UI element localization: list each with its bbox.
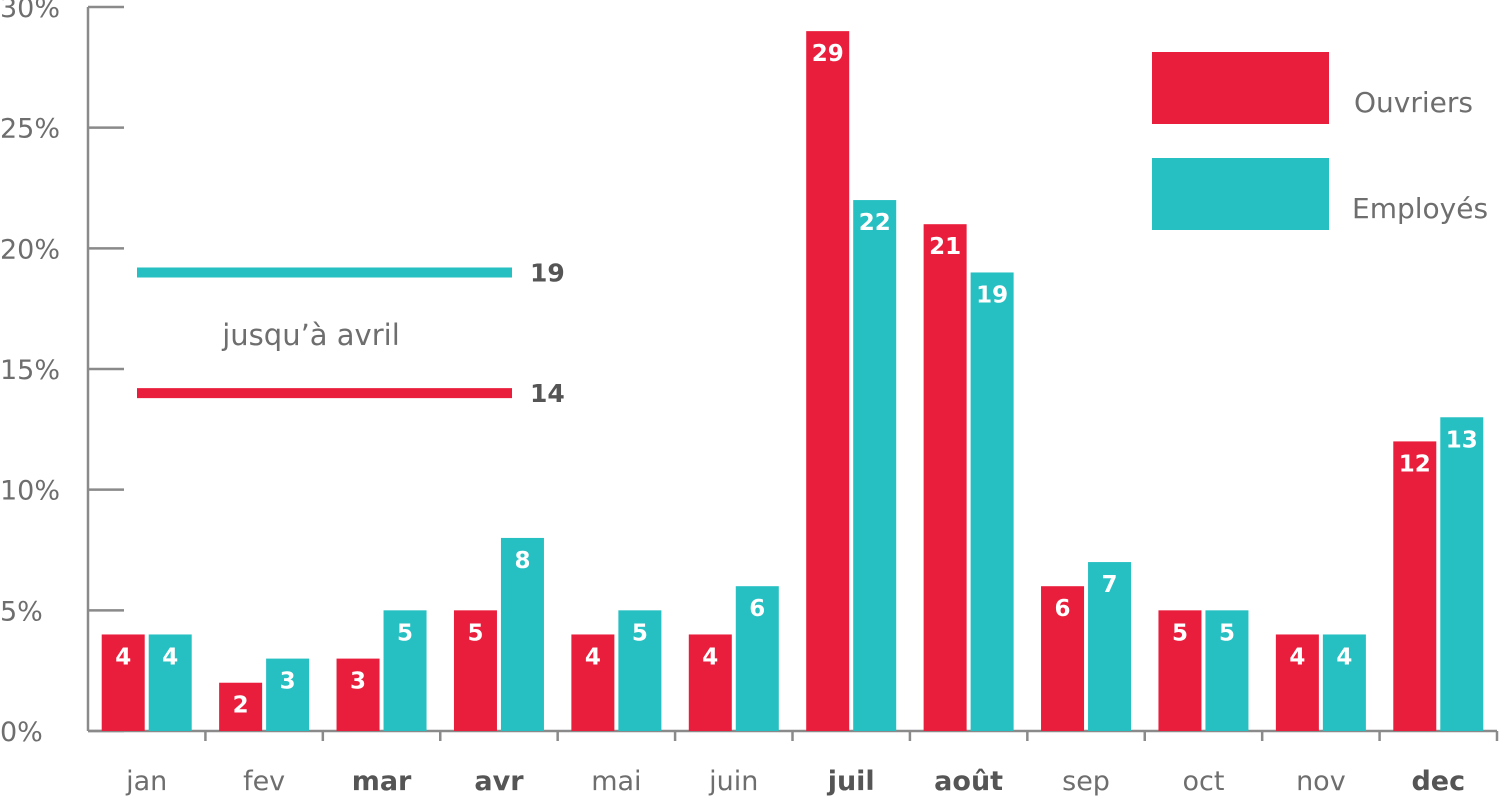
bar-value-label: 13 <box>1446 427 1478 453</box>
bars: 4 4 2 3 3 5 5 8 4 5 4 6 29 22 21 19 6 7 5 5 4 4 12 13 <box>101 31 1484 732</box>
legend: Ouvriers Employés <box>1152 52 1488 230</box>
bar-ouvriers-mar <box>336 658 380 731</box>
bar-value-label: 6 <box>1055 596 1071 622</box>
x-tick-label: août <box>934 766 1003 797</box>
y-tick-label: 15% <box>0 355 60 386</box>
bar-employés-juin <box>735 586 779 731</box>
y-tick-label: 0% <box>0 717 43 748</box>
bar-employés-août <box>970 272 1014 731</box>
bar-value-label: 21 <box>929 234 961 260</box>
bar-value-label: 5 <box>1172 620 1188 646</box>
bar-value-label: 4 <box>1289 644 1305 670</box>
annotation-text: jusqu’à avril <box>221 318 400 352</box>
legend-label-ouvriers: Ouvriers <box>1354 86 1473 119</box>
x-tick-label: fev <box>243 766 285 797</box>
bar-ouvriers-août <box>923 224 967 731</box>
y-tick-label: 10% <box>0 476 60 507</box>
bar-employés-juil <box>853 200 897 732</box>
annotations: 19 14 jusqu’à avril <box>137 258 565 408</box>
bar-employés-mai <box>618 610 662 731</box>
x-tick-label: jan <box>125 766 167 797</box>
x-tick-label: avr <box>474 766 524 797</box>
x-tick-label: juil <box>827 766 875 797</box>
bar-value-label: 19 <box>976 282 1008 308</box>
bar-employés-avr <box>500 537 544 731</box>
bar-value-label: 4 <box>1336 644 1352 670</box>
bar-value-label: 2 <box>233 693 249 719</box>
annotation-value: 19 <box>530 258 565 287</box>
bar-value-label: 22 <box>859 210 891 236</box>
bar-employés-sep <box>1088 562 1132 731</box>
bar-employés-fev <box>266 658 310 731</box>
bar-employés-dec <box>1440 417 1484 731</box>
bar-value-label: 3 <box>280 669 296 695</box>
bar-value-label: 4 <box>702 644 718 670</box>
x-tick-label: nov <box>1296 766 1346 797</box>
x-tick-label: oct <box>1182 766 1224 797</box>
bar-employés-jan <box>148 634 192 731</box>
bar-ouvriers-avr <box>453 610 497 731</box>
bar-value-label: 8 <box>514 548 530 574</box>
bar-value-label: 7 <box>1102 572 1118 598</box>
bar-value-label: 5 <box>397 620 413 646</box>
x-tick-label: mai <box>591 766 641 797</box>
x-tick-label: mar <box>352 766 412 797</box>
x-tick-label: juin <box>708 766 758 797</box>
legend-swatch-ouvriers <box>1152 52 1329 124</box>
bar-value-label: 12 <box>1399 451 1431 477</box>
bar-ouvriers-dec <box>1393 441 1437 731</box>
bar-value-label: 5 <box>1219 620 1235 646</box>
bar-value-label: 3 <box>350 669 366 695</box>
bar-value-label: 5 <box>632 620 648 646</box>
x-tick-label: sep <box>1062 766 1110 797</box>
bar-ouvriers-nov <box>1275 634 1319 731</box>
bar-ouvriers-fev <box>219 682 263 731</box>
legend-swatch-employés <box>1152 158 1329 230</box>
bar-value-label: 5 <box>467 620 483 646</box>
bar-ouvriers-oct <box>1158 610 1202 731</box>
x-tick-label: dec <box>1411 766 1465 797</box>
bar-employés-mar <box>383 610 427 731</box>
bar-ouvriers-jan <box>101 634 145 731</box>
y-tick-label: 5% <box>0 596 43 627</box>
bar-value-label: 4 <box>115 644 131 670</box>
bar-value-label: 6 <box>749 596 765 622</box>
bar-ouvriers-sep <box>1041 586 1085 731</box>
y-tick-label: 30% <box>0 0 60 24</box>
bar-ouvriers-mai <box>571 634 615 731</box>
legend-label-employés: Employés <box>1352 192 1488 225</box>
bar-ouvriers-juin <box>688 634 732 731</box>
bar-value-label: 4 <box>585 644 601 670</box>
bar-ouvriers-juil <box>806 31 850 731</box>
bar-value-label: 4 <box>162 644 178 670</box>
bar-value-label: 29 <box>812 41 844 67</box>
annotation-value: 14 <box>530 379 565 408</box>
y-tick-label: 20% <box>0 234 60 265</box>
bar-employés-oct <box>1205 610 1249 731</box>
bar-employés-nov <box>1322 634 1366 731</box>
y-tick-label: 25% <box>0 114 60 145</box>
